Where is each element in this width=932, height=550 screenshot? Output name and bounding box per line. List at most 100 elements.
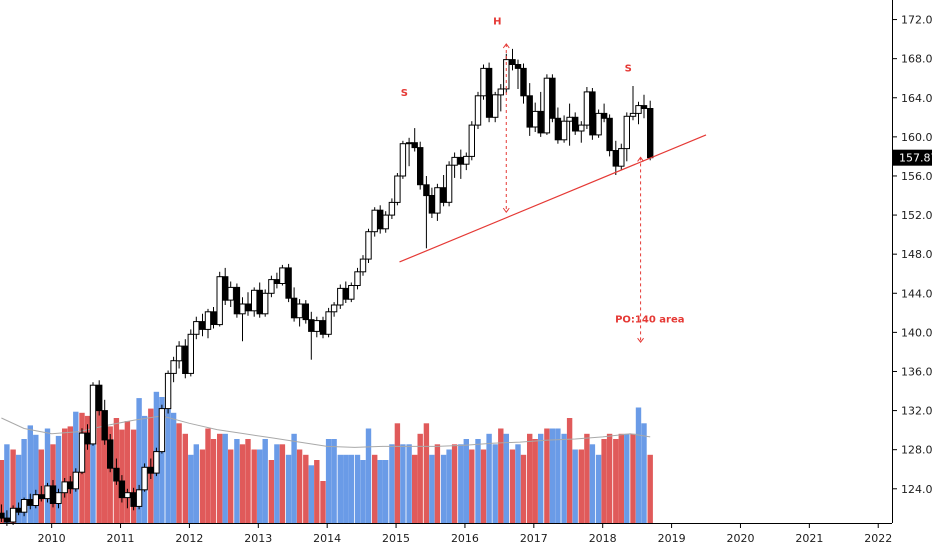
candle-body-down xyxy=(290,297,298,319)
volume-bar xyxy=(360,460,366,523)
volume-bar xyxy=(136,398,142,524)
volume-bar xyxy=(354,454,361,524)
candle-body-up xyxy=(20,499,28,513)
volume-bar xyxy=(210,439,217,523)
candle xyxy=(554,107,562,144)
time-axis-tick-label: 2018 xyxy=(589,532,617,545)
candle xyxy=(244,292,252,316)
volume-bar xyxy=(434,444,441,524)
candle-body-up xyxy=(158,408,166,453)
price-axis-tick-label: 160.00 xyxy=(901,131,932,144)
candle-body-up xyxy=(566,116,573,122)
price-axis-tick-label: 132.00 xyxy=(901,405,932,418)
candle xyxy=(474,91,482,129)
volume-bar xyxy=(451,444,458,524)
volume-bar xyxy=(572,449,578,523)
candle-body-down xyxy=(256,289,263,315)
time-axis[interactable]: 2010 2011 2012 2013 2014 2015 2016 2017 2018 2019… xyxy=(38,523,893,545)
candle xyxy=(647,100,654,161)
candle xyxy=(164,370,172,414)
candle-body-up xyxy=(463,155,470,165)
volume-bar xyxy=(291,433,297,524)
price-axis-tick-label: 172.00 xyxy=(901,14,932,27)
volume-bar xyxy=(613,439,619,523)
candlesticks xyxy=(0,48,654,526)
candle-body-up xyxy=(227,286,234,301)
candle xyxy=(296,299,303,327)
candle xyxy=(623,112,630,162)
candle-body-down xyxy=(537,110,544,134)
candle xyxy=(279,264,286,286)
candle-body-down xyxy=(600,112,608,119)
candle-body-down xyxy=(101,410,108,441)
candle-body-up xyxy=(164,372,172,410)
candle-body-down xyxy=(640,105,648,109)
candle xyxy=(388,198,396,219)
candle-body-up xyxy=(61,481,68,494)
candle-body-down xyxy=(411,142,418,149)
candle-body-down xyxy=(199,321,206,330)
volume-bar xyxy=(314,460,320,523)
volume-bar xyxy=(463,439,469,523)
candle-body-down xyxy=(606,117,613,152)
candle-body-down xyxy=(0,512,5,519)
candle xyxy=(629,86,637,121)
volume-bar xyxy=(566,418,573,523)
candle xyxy=(543,74,551,135)
candle xyxy=(96,380,103,416)
candle-body-up xyxy=(187,333,195,374)
candle xyxy=(0,504,5,522)
candle-body-up xyxy=(9,507,17,523)
candle xyxy=(606,114,613,157)
volume-bar xyxy=(561,433,567,524)
volume-bar xyxy=(251,449,257,523)
candle-body-up xyxy=(578,124,585,132)
volume-bar xyxy=(124,421,131,523)
candle xyxy=(193,316,200,340)
candle-body-up xyxy=(497,88,505,96)
last-price-tag: 157.87 xyxy=(893,149,932,166)
volume-bar xyxy=(595,454,602,524)
time-axis-tick-label: 2020 xyxy=(726,532,754,545)
volume-bar xyxy=(44,428,51,523)
volume-bar xyxy=(423,423,430,524)
candle xyxy=(423,176,430,249)
candle-body-up xyxy=(175,345,183,362)
volume-bar xyxy=(343,454,349,524)
candle-body-up xyxy=(337,287,344,306)
candle-body-up xyxy=(325,311,332,335)
volume-bar xyxy=(469,449,475,523)
candle-body-up xyxy=(365,231,372,260)
candle-body-down xyxy=(182,345,189,375)
candle xyxy=(227,281,234,307)
candle-body-up xyxy=(141,466,148,491)
candle-body-up xyxy=(170,360,177,374)
candle-body-up xyxy=(354,271,361,286)
candle xyxy=(549,74,556,123)
candle xyxy=(268,275,275,298)
price-axis[interactable]: 172.00 168.00 164.00 160.00 156.00 152.00 148.… xyxy=(892,14,932,496)
candle xyxy=(107,434,114,473)
volume-bar xyxy=(268,460,275,523)
candle xyxy=(417,141,424,190)
candle-body-up xyxy=(89,384,97,445)
volume-bar xyxy=(176,423,182,524)
candle-body-up xyxy=(618,148,625,167)
candle xyxy=(38,485,45,502)
time-axis-tick-label: 2017 xyxy=(520,532,548,545)
candle-body-down xyxy=(118,480,126,499)
neckline-trendline[interactable] xyxy=(399,134,707,263)
volume-bar xyxy=(285,454,292,524)
candle xyxy=(354,267,361,290)
volume-bar xyxy=(15,454,22,524)
candle xyxy=(32,489,39,509)
candle xyxy=(445,161,453,207)
volume-bar xyxy=(589,444,596,524)
candle xyxy=(463,152,470,171)
candle-body-up xyxy=(474,95,482,126)
candle xyxy=(216,271,223,327)
candle-body-up xyxy=(405,142,413,145)
candle-body-down xyxy=(457,156,465,165)
candle xyxy=(175,341,183,369)
